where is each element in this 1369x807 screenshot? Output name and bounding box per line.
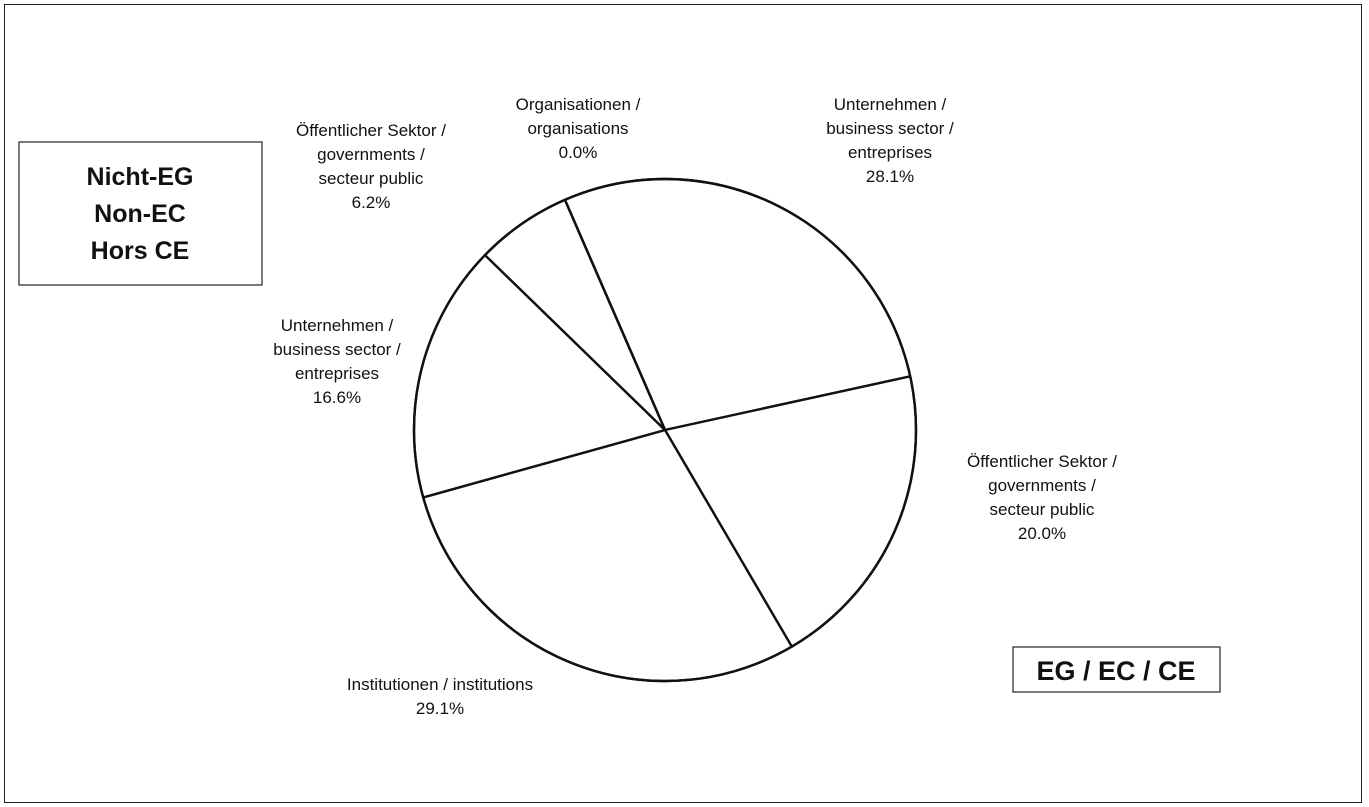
slice-1-label-line-2: business sector / (826, 119, 954, 138)
slice-4-label-line-3: entreprises (295, 364, 379, 383)
ec-box-frame (1012, 646, 1221, 693)
slice-4-value-label: 16.6% (313, 388, 361, 407)
slice-2-label-line-3: secteur public (990, 500, 1095, 519)
slice-1-value-label: 28.1% (866, 167, 914, 186)
slice-6-label-line-2: organisations (527, 119, 628, 138)
slice-5-value-label: 6.2% (352, 193, 391, 212)
ec-box: EG / EC / CE (1012, 646, 1221, 693)
slice-3-label-line-1: Institutionen / institutions (347, 675, 533, 694)
non-ec-box-line-1: Nicht-EG (87, 163, 194, 191)
slice-1-label-line-1: Unternehmen / (834, 95, 947, 114)
slice-2-label-line-1: Öffentlicher Sektor / (967, 452, 1117, 471)
slice-3-value-label: 29.1% (416, 699, 464, 718)
non-ec-box: Nicht-EG Non-EC Hors CE (18, 141, 263, 286)
slice-5-label-line-2: governments / (317, 145, 425, 164)
slice-4-label-line-1: Unternehmen / (281, 316, 394, 335)
pie-slice-6 (563, 199, 667, 431)
slice-5-label-line-1: Öffentlicher Sektor / (296, 121, 446, 140)
slice-1-label-line-3: entreprises (848, 143, 932, 162)
slice-4-label-line-2: business sector / (273, 340, 401, 359)
non-ec-box-line-3: Hors CE (91, 237, 190, 265)
pie-slices (412, 177, 918, 683)
slice-5-label-line-3: secteur public (319, 169, 424, 188)
pie-labels: Unternehmen / business sector / entreprise… (273, 95, 1117, 718)
non-ec-box-line-2: Non-EC (94, 200, 186, 228)
pie-outline (412, 177, 918, 683)
slice-2-label-line-2: governments / (988, 476, 1096, 495)
slice-2-value-label: 20.0% (1018, 524, 1066, 543)
ec-box-label: EG / EC / CE (1036, 656, 1195, 686)
slice-6-label-line-1: Organisationen / (516, 95, 641, 114)
slice-6-value-label: 0.0% (559, 143, 598, 162)
non-ec-box-frame (18, 141, 263, 286)
